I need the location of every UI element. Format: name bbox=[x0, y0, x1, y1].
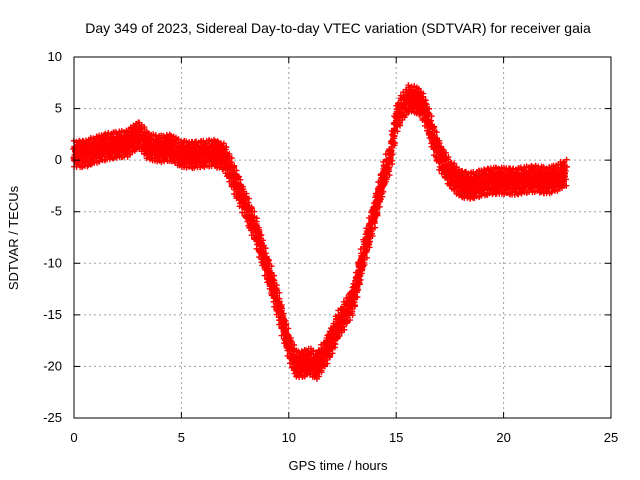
data-point bbox=[228, 159, 235, 166]
data-point bbox=[233, 167, 240, 174]
y-tick-label: 0 bbox=[55, 152, 62, 167]
data-point bbox=[146, 154, 153, 161]
data-point bbox=[214, 138, 221, 145]
data-point bbox=[135, 119, 142, 126]
y-tick-label: -10 bbox=[43, 255, 62, 270]
y-tick-label: -20 bbox=[43, 358, 62, 373]
x-tick-label: 15 bbox=[389, 430, 403, 445]
grid bbox=[74, 57, 611, 418]
plot-frame bbox=[73, 56, 612, 419]
y-tick-label: 10 bbox=[48, 49, 62, 64]
y-tick-label: -25 bbox=[43, 410, 62, 425]
y-tick-label: -5 bbox=[50, 204, 62, 219]
data-series bbox=[70, 82, 570, 382]
x-tick-label: 5 bbox=[178, 430, 185, 445]
data-point bbox=[237, 176, 244, 183]
x-axis-label: GPS time / hours bbox=[289, 458, 388, 473]
x-tick-label: 10 bbox=[282, 430, 296, 445]
x-tick-label: 0 bbox=[70, 430, 77, 445]
x-tick-label: 20 bbox=[496, 430, 510, 445]
y-tick-label: -15 bbox=[43, 307, 62, 322]
data-point bbox=[222, 146, 229, 153]
y-tick-label: 5 bbox=[55, 101, 62, 116]
y-axis-label: SDTVAR / TECUs bbox=[6, 185, 21, 290]
x-tick-label: 25 bbox=[604, 430, 618, 445]
chart-title: Day 349 of 2023, Sidereal Day-to-day VTE… bbox=[85, 20, 591, 36]
data-point bbox=[87, 161, 94, 168]
data-point bbox=[231, 163, 238, 170]
